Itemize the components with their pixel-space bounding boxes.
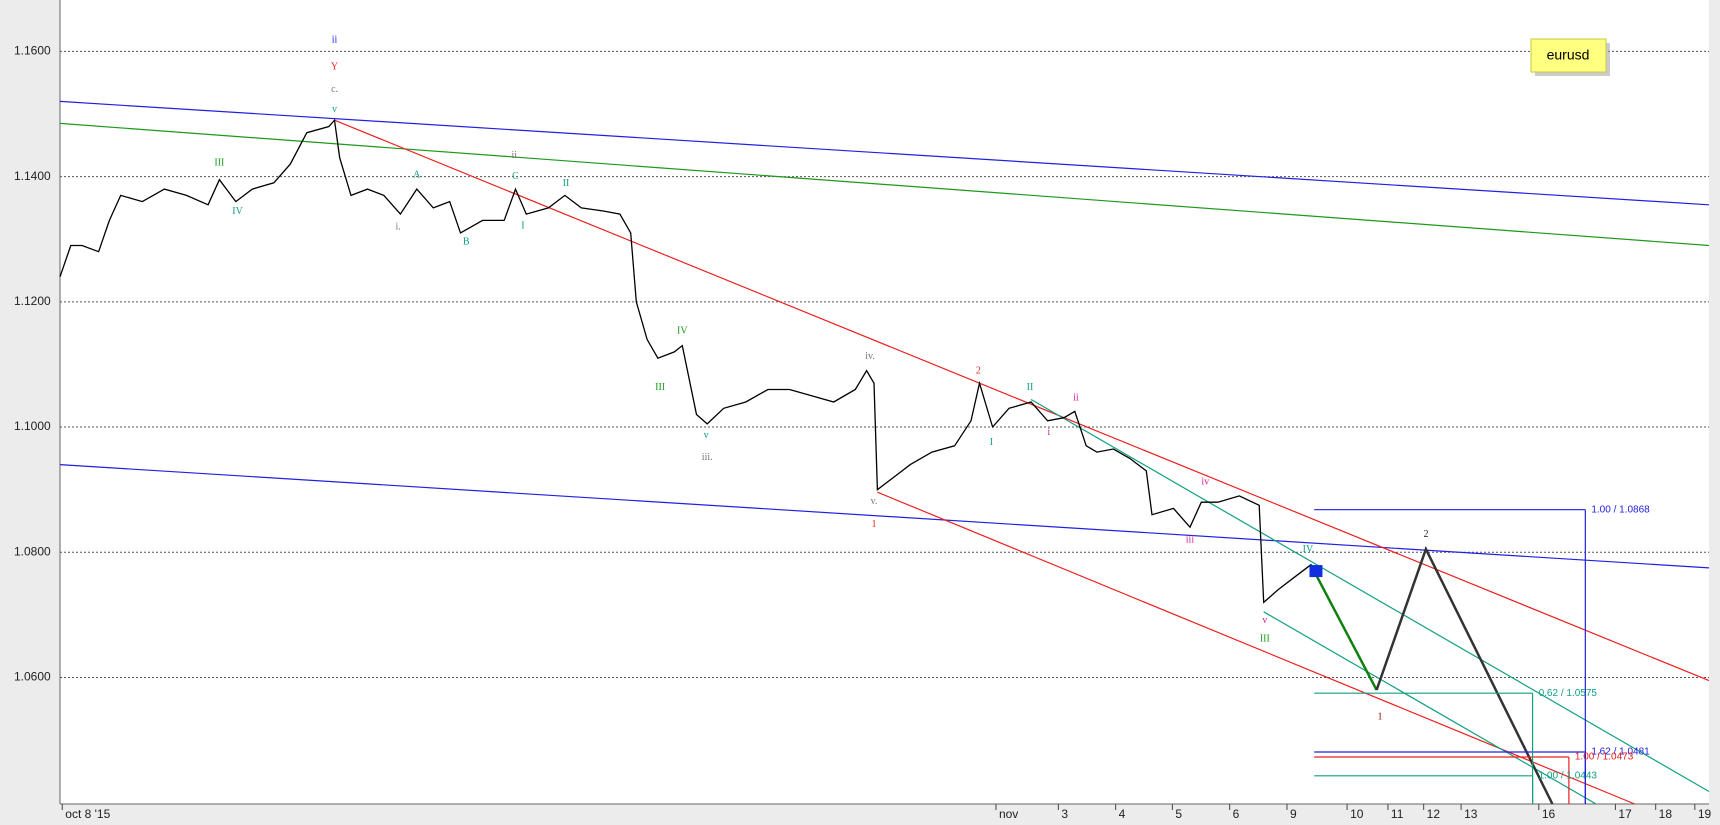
x-tick-label: 18: [1659, 807, 1673, 821]
wave-label: I: [990, 437, 993, 448]
x-tick-label: 4: [1119, 807, 1126, 821]
wave-label: III: [214, 158, 224, 169]
trend-line: [1309, 564, 1378, 691]
wave-label: v: [1262, 615, 1267, 626]
wave-label: Y: [331, 61, 338, 72]
note-text: eurusd: [1547, 47, 1590, 63]
trend-line: [1030, 398, 1710, 793]
wave-label: IV: [677, 326, 688, 337]
x-tick-label: 16: [1542, 807, 1556, 821]
wave-label: C: [512, 171, 519, 182]
y-tick-label: 1.1200: [14, 294, 51, 308]
x-tick-label: 19: [1698, 807, 1712, 821]
fib-label: 1.62 / 1.0481: [1591, 747, 1650, 758]
x-tick-label: nov: [999, 807, 1018, 821]
trend-line: [334, 119, 1710, 682]
wave-label: iv: [1201, 476, 1209, 487]
fib-label: 1.00 / 1.0473: [1575, 752, 1634, 763]
wave-label: v.: [871, 496, 878, 507]
wave-label: ii: [332, 34, 338, 45]
y-tick-label: 1.0800: [14, 544, 51, 558]
wave-label: iii.: [702, 452, 713, 463]
fib-label: 0.62 / 1.0575: [1539, 688, 1598, 699]
price-line: [59, 118, 1317, 604]
wave-label: i.: [395, 222, 400, 233]
x-tick-label: 17: [1618, 807, 1632, 821]
fib-label: 1.00 / 1.0868: [1591, 504, 1650, 515]
wave-label: A: [413, 170, 421, 181]
wave-label: 1: [872, 519, 877, 530]
note-box: [1530, 38, 1607, 73]
wave-label: IV.: [1303, 544, 1315, 555]
price-marker: [1309, 565, 1323, 578]
x-tick-label: 9: [1290, 807, 1297, 821]
fib-label: 1.00 / 1.0443: [1539, 770, 1598, 781]
wave-label: 1: [1377, 711, 1382, 722]
x-tick-label: 12: [1427, 807, 1441, 821]
x-tick-label: 3: [1061, 807, 1068, 821]
wave-label: II: [1027, 382, 1034, 393]
y-tick-label: 1.1600: [14, 44, 51, 58]
trend-line: [59, 122, 1710, 247]
x-tick-label: oct 8 '15: [65, 807, 110, 821]
wave-label: i: [1047, 427, 1050, 438]
wave-label: III: [655, 382, 665, 393]
wave-label: c.: [331, 84, 338, 95]
y-tick-label: 1.0600: [14, 670, 51, 684]
trend-line: [1375, 545, 1554, 805]
wave-label: II: [563, 178, 570, 189]
x-tick-label: 13: [1464, 807, 1478, 821]
wave-label: III: [1260, 634, 1270, 645]
wave-label: I: [521, 220, 524, 231]
wave-label: 2: [976, 366, 981, 377]
symbol-note: eurusd: [1530, 38, 1610, 76]
y-tick-label: 1.1000: [14, 419, 51, 433]
trend-line: [1263, 611, 1597, 805]
y-tick-label: 1.1400: [14, 169, 51, 183]
trend-line: [59, 100, 1710, 206]
x-tick-label: 5: [1175, 807, 1182, 821]
wave-label: v: [332, 104, 337, 115]
wave-label: iii: [1186, 535, 1195, 546]
wave-label: iv.: [865, 351, 875, 362]
x-tick-label: 10: [1350, 807, 1364, 821]
wave-label: ii.: [511, 150, 519, 161]
wave-label: v: [704, 430, 709, 441]
wave-label: B: [463, 237, 470, 248]
wave-label: 2: [1423, 529, 1428, 540]
x-tick-label: 11: [1391, 807, 1404, 821]
x-tick-label: 6: [1233, 807, 1240, 821]
x-axis-panel: [0, 804, 1720, 825]
trend-line: [59, 464, 1710, 569]
right-panel: [1709, 0, 1720, 825]
wave-label: ii: [1073, 393, 1079, 404]
y-axis-panel: [0, 0, 60, 825]
wave-label: IV: [232, 206, 243, 217]
